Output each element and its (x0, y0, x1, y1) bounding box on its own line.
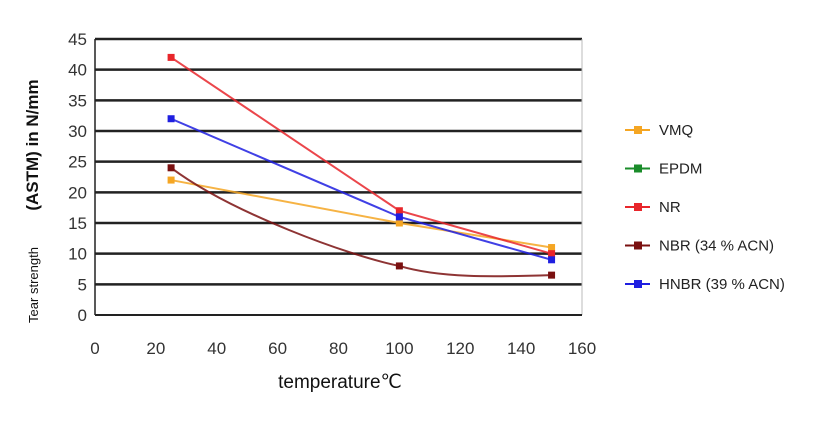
y-tick-label-20: 20 (68, 183, 87, 202)
legend-marker-nbr-34-acn (634, 241, 642, 250)
legend: VMQ EPDM NR NBR (34 % ACN) HNBR (39 % ACN) (625, 122, 785, 293)
y-tick-label-30: 30 (68, 122, 87, 141)
x-tick-label-160: 160 (568, 339, 596, 358)
legend-marker-epdm (634, 164, 642, 173)
series-line-nbr-34-acn (170, 166, 552, 278)
data-point-nr-25 (167, 53, 175, 61)
y-tick-label-5: 5 (78, 275, 87, 294)
y-axis-label: (ASTM) in N/mm (23, 79, 42, 210)
data-point-nbr-34-acn-150 (548, 271, 556, 279)
y-tick-label-0: 0 (78, 306, 87, 325)
y-axis-label-secondary: Tear strength (26, 247, 41, 323)
data-point-nr-100 (395, 207, 403, 215)
x-tick-label-140: 140 (507, 339, 535, 358)
x-tick-label-120: 120 (446, 339, 474, 358)
data-point-nbr-34-acn-25 (167, 164, 175, 172)
y-tick-label-15: 15 (68, 214, 87, 233)
data-point-nbr-34-acn-100 (395, 262, 403, 270)
x-tick-label-20: 20 (146, 339, 165, 358)
x-tick-label-80: 80 (329, 339, 348, 358)
x-tick-labels: 0 20 40 60 80 100 120 140 160 (90, 339, 596, 358)
x-tick-label-100: 100 (385, 339, 413, 358)
y-tick-labels: 0 5 10 15 20 25 30 35 40 45 (68, 30, 87, 325)
data-point-hnbr-39-acn-100 (395, 213, 403, 221)
x-axis-label: temperature℃ (278, 372, 402, 393)
x-tick-label-40: 40 (207, 339, 226, 358)
legend-marker-vmq (634, 126, 642, 134)
series-layer (167, 53, 556, 279)
legend-label-nr: NR (659, 199, 681, 216)
x-tick-label-60: 60 (268, 339, 287, 358)
legend-label-nbr-34-acn: NBR (34 % ACN) (659, 238, 774, 255)
x-tick-label-0: 0 (90, 339, 99, 358)
legend-marker-nr (634, 203, 642, 211)
data-point-vmq-25 (167, 176, 175, 184)
y-tick-label-40: 40 (68, 61, 87, 80)
y-tick-label-45: 45 (68, 30, 87, 49)
legend-label-vmq: VMQ (659, 122, 693, 139)
y-tick-label-35: 35 (68, 91, 87, 110)
data-point-vmq-100 (395, 219, 403, 227)
legend-label-epdm: EPDM (659, 161, 702, 178)
y-tick-label-25: 25 (68, 153, 87, 172)
data-point-hnbr-39-acn-150 (548, 256, 556, 264)
data-point-hnbr-39-acn-25 (167, 115, 175, 123)
gridlines (95, 37, 582, 286)
data-point-vmq-150 (548, 244, 556, 252)
y-tick-label-10: 10 (68, 245, 87, 264)
axes (94, 39, 583, 316)
data-point-nr-150 (548, 250, 556, 258)
legend-marker-hnbr-39-acn (634, 280, 642, 288)
legend-label-hnbr-39-acn: HNBR (39 % ACN) (659, 276, 785, 293)
